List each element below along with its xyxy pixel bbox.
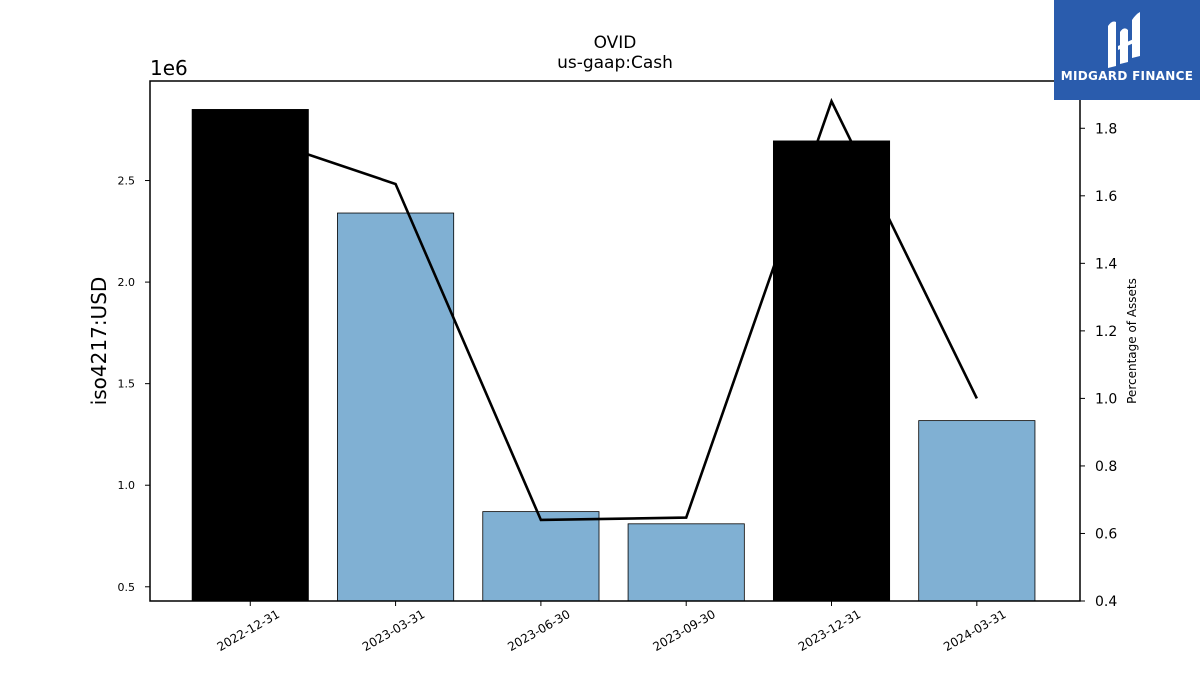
x-tick-label: 2024-03-31 — [941, 607, 1008, 654]
y-tick-label: 2.5 — [118, 175, 136, 188]
y-axis-ticks: 0.5 1.0 1.5 2.0 2.5 — [118, 175, 150, 594]
y2-tick-label: 1.0 — [1095, 391, 1117, 407]
y2-axis-label: Percentage of Assets — [1125, 278, 1139, 404]
bar-2023-06-30 — [482, 511, 600, 602]
y2-tick-label: 0.6 — [1095, 526, 1117, 542]
percentage-line — [249, 97, 978, 522]
line-layer — [249, 97, 978, 522]
y2-tick-label: 0.4 — [1095, 594, 1117, 610]
x-tick-label: 2023-03-31 — [360, 607, 427, 654]
bar-2024-03-31 — [918, 420, 1036, 602]
bar-2023-03-31 — [337, 212, 455, 602]
midgard-finance-logo: MIDGARD FINANCE — [1054, 0, 1200, 100]
y2-tick-label: 1.2 — [1095, 324, 1117, 340]
y-tick-label: 1.0 — [118, 479, 136, 492]
bar-2023-09-30 — [627, 523, 745, 602]
y2-tick-label: 1.4 — [1095, 256, 1117, 272]
y2-axis-ticks: 0.4 0.6 0.8 1.0 1.2 1.4 1.6 1.8 — [1080, 121, 1117, 610]
bar-2022-12-31 — [191, 109, 309, 602]
x-tick-label: 2023-09-30 — [651, 607, 718, 654]
x-tick-label: 2023-12-31 — [796, 607, 863, 654]
chart-subtitle: us-gaap:Cash — [557, 53, 673, 73]
y2-tick-label: 0.8 — [1095, 459, 1117, 475]
y-tick-label: 0.5 — [118, 581, 136, 594]
bar-2023-12-31 — [772, 140, 891, 602]
logo-mark-icon — [1108, 12, 1140, 68]
bars-layer — [191, 109, 1036, 602]
plot-frame — [149, 80, 1081, 602]
y-axis-label: iso4217:USD — [87, 277, 111, 406]
y2-tick-label: 1.6 — [1095, 189, 1117, 205]
x-axis-ticks: 2022-12-31 2023-03-31 2023-06-30 2023-09-30… — [215, 601, 1009, 654]
y-tick-label: 2.0 — [118, 276, 136, 289]
x-tick-label: 2022-12-31 — [215, 607, 282, 654]
y2-tick-label: 1.8 — [1095, 121, 1117, 137]
x-tick-label: 2023-06-30 — [505, 607, 572, 654]
chart-title: OVID — [594, 33, 637, 53]
y-offset-label: 1e6 — [150, 56, 188, 80]
logo-text: MIDGARD FINANCE — [1060, 69, 1194, 83]
y-tick-label: 1.5 — [118, 378, 136, 391]
